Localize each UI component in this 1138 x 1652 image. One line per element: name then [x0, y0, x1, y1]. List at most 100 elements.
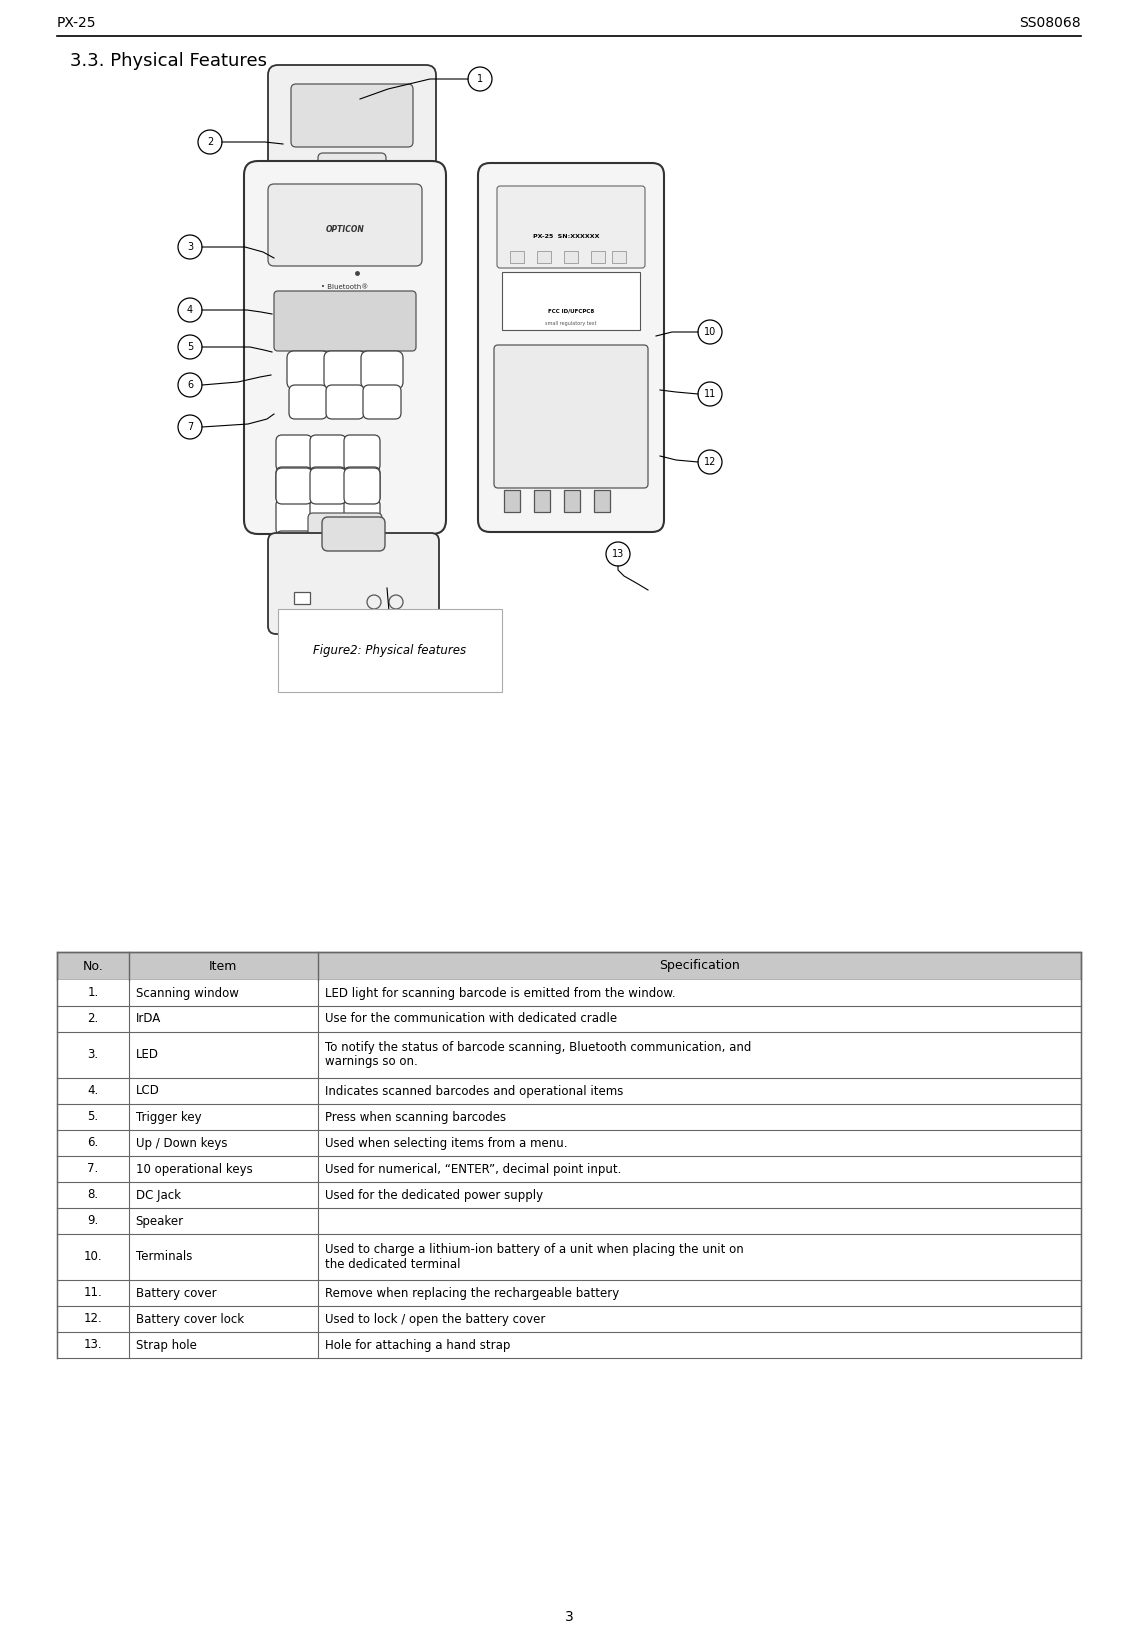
- FancyBboxPatch shape: [277, 468, 312, 502]
- FancyBboxPatch shape: [564, 491, 580, 512]
- Text: 3: 3: [564, 1611, 574, 1624]
- Text: Up / Down keys: Up / Down keys: [135, 1137, 228, 1150]
- FancyBboxPatch shape: [57, 1079, 1081, 1104]
- Text: Strap hole: Strap hole: [135, 1338, 197, 1351]
- Text: Figure2: Physical features: Figure2: Physical features: [313, 644, 467, 657]
- Text: FCC ID/UFCPC8: FCC ID/UFCPC8: [547, 309, 594, 314]
- Text: 13.: 13.: [83, 1338, 102, 1351]
- FancyBboxPatch shape: [310, 468, 346, 504]
- Text: 1: 1: [477, 74, 483, 84]
- Text: the dedicated terminal: the dedicated terminal: [325, 1257, 461, 1270]
- Text: 9: 9: [429, 649, 435, 659]
- Text: 7: 7: [187, 421, 193, 433]
- FancyBboxPatch shape: [324, 350, 366, 388]
- Text: 3: 3: [187, 241, 193, 253]
- Text: Used to lock / open the battery cover: Used to lock / open the battery cover: [325, 1312, 545, 1325]
- Text: Scanning window: Scanning window: [135, 986, 239, 999]
- Text: LED light for scanning barcode is emitted from the window.: LED light for scanning barcode is emitte…: [325, 986, 676, 999]
- FancyBboxPatch shape: [322, 517, 385, 552]
- FancyBboxPatch shape: [294, 591, 310, 605]
- Text: Hole for attaching a hand strap: Hole for attaching a hand strap: [325, 1338, 511, 1351]
- FancyBboxPatch shape: [310, 499, 346, 535]
- FancyBboxPatch shape: [612, 251, 626, 263]
- Text: No.: No.: [82, 960, 104, 973]
- Text: PX-25  SN:XXXXXX: PX-25 SN:XXXXXX: [533, 235, 600, 240]
- FancyBboxPatch shape: [57, 1156, 1081, 1181]
- FancyBboxPatch shape: [57, 1280, 1081, 1307]
- Text: OPTICON: OPTICON: [325, 226, 364, 235]
- FancyBboxPatch shape: [363, 385, 401, 420]
- Text: 8.: 8.: [88, 1188, 98, 1201]
- FancyBboxPatch shape: [478, 164, 663, 532]
- FancyBboxPatch shape: [591, 251, 605, 263]
- Text: Use for the communication with dedicated cradle: Use for the communication with dedicated…: [325, 1013, 617, 1026]
- FancyBboxPatch shape: [494, 345, 648, 487]
- Text: Used for numerical, “ENTER”, decimal point input.: Used for numerical, “ENTER”, decimal poi…: [325, 1163, 621, 1176]
- Text: Specification: Specification: [659, 960, 740, 973]
- Text: Item: Item: [209, 960, 238, 973]
- FancyBboxPatch shape: [310, 434, 346, 471]
- Text: Terminals: Terminals: [135, 1251, 192, 1264]
- FancyBboxPatch shape: [269, 183, 422, 266]
- FancyBboxPatch shape: [564, 251, 578, 263]
- Text: To notify the status of barcode scanning, Bluetooth communication, and: To notify the status of barcode scanning…: [325, 1041, 751, 1054]
- FancyBboxPatch shape: [269, 64, 436, 170]
- FancyBboxPatch shape: [57, 1104, 1081, 1130]
- FancyBboxPatch shape: [502, 273, 640, 330]
- Text: Indicates scanned barcodes and operational items: Indicates scanned barcodes and operation…: [325, 1084, 624, 1097]
- Text: 6: 6: [187, 380, 193, 390]
- Text: 3.: 3.: [88, 1049, 98, 1062]
- Text: Trigger key: Trigger key: [135, 1110, 201, 1123]
- FancyBboxPatch shape: [277, 434, 312, 471]
- FancyBboxPatch shape: [310, 468, 346, 502]
- Text: LED: LED: [135, 1049, 158, 1062]
- FancyBboxPatch shape: [534, 491, 550, 512]
- FancyBboxPatch shape: [510, 251, 523, 263]
- FancyBboxPatch shape: [504, 491, 520, 512]
- Text: Battery cover lock: Battery cover lock: [135, 1312, 244, 1325]
- Text: Speaker: Speaker: [135, 1214, 184, 1227]
- FancyBboxPatch shape: [318, 154, 386, 182]
- Text: SS08068: SS08068: [1020, 17, 1081, 30]
- Text: LCD: LCD: [135, 1084, 159, 1097]
- Text: 2.: 2.: [88, 1013, 99, 1026]
- Text: • Bluetooth®: • Bluetooth®: [321, 284, 369, 291]
- Text: PX-25: PX-25: [57, 17, 97, 30]
- FancyBboxPatch shape: [57, 1006, 1081, 1032]
- Text: Press when scanning barcodes: Press when scanning barcodes: [325, 1110, 506, 1123]
- FancyBboxPatch shape: [344, 530, 380, 567]
- FancyBboxPatch shape: [57, 1032, 1081, 1079]
- Text: 5: 5: [187, 342, 193, 352]
- FancyBboxPatch shape: [277, 530, 312, 567]
- FancyBboxPatch shape: [287, 350, 329, 388]
- Text: 13: 13: [612, 548, 624, 558]
- FancyBboxPatch shape: [57, 980, 1081, 1006]
- Text: 12.: 12.: [83, 1312, 102, 1325]
- Text: 11: 11: [704, 388, 716, 400]
- Text: 10: 10: [704, 327, 716, 337]
- Text: 1.: 1.: [88, 986, 99, 999]
- Text: 4.: 4.: [88, 1084, 99, 1097]
- FancyBboxPatch shape: [57, 1332, 1081, 1358]
- Text: DC Jack: DC Jack: [135, 1188, 181, 1201]
- Text: warnings so on.: warnings so on.: [325, 1056, 418, 1069]
- FancyBboxPatch shape: [57, 1234, 1081, 1280]
- FancyBboxPatch shape: [277, 468, 312, 504]
- FancyBboxPatch shape: [325, 385, 364, 420]
- FancyBboxPatch shape: [344, 468, 380, 504]
- Text: Used for the dedicated power supply: Used for the dedicated power supply: [325, 1188, 543, 1201]
- FancyBboxPatch shape: [289, 385, 327, 420]
- FancyBboxPatch shape: [57, 1307, 1081, 1332]
- Text: Used when selecting items from a menu.: Used when selecting items from a menu.: [325, 1137, 568, 1150]
- FancyBboxPatch shape: [291, 84, 413, 147]
- Text: 3.3. Physical Features: 3.3. Physical Features: [71, 51, 267, 69]
- FancyBboxPatch shape: [361, 350, 403, 388]
- FancyBboxPatch shape: [277, 499, 312, 535]
- FancyBboxPatch shape: [57, 1130, 1081, 1156]
- Text: Remove when replacing the rechargeable battery: Remove when replacing the rechargeable b…: [325, 1287, 619, 1300]
- FancyBboxPatch shape: [244, 160, 446, 534]
- Text: IrDA: IrDA: [135, 1013, 160, 1026]
- Text: 6.: 6.: [88, 1137, 99, 1150]
- Text: 5.: 5.: [88, 1110, 98, 1123]
- Text: 2: 2: [207, 137, 213, 147]
